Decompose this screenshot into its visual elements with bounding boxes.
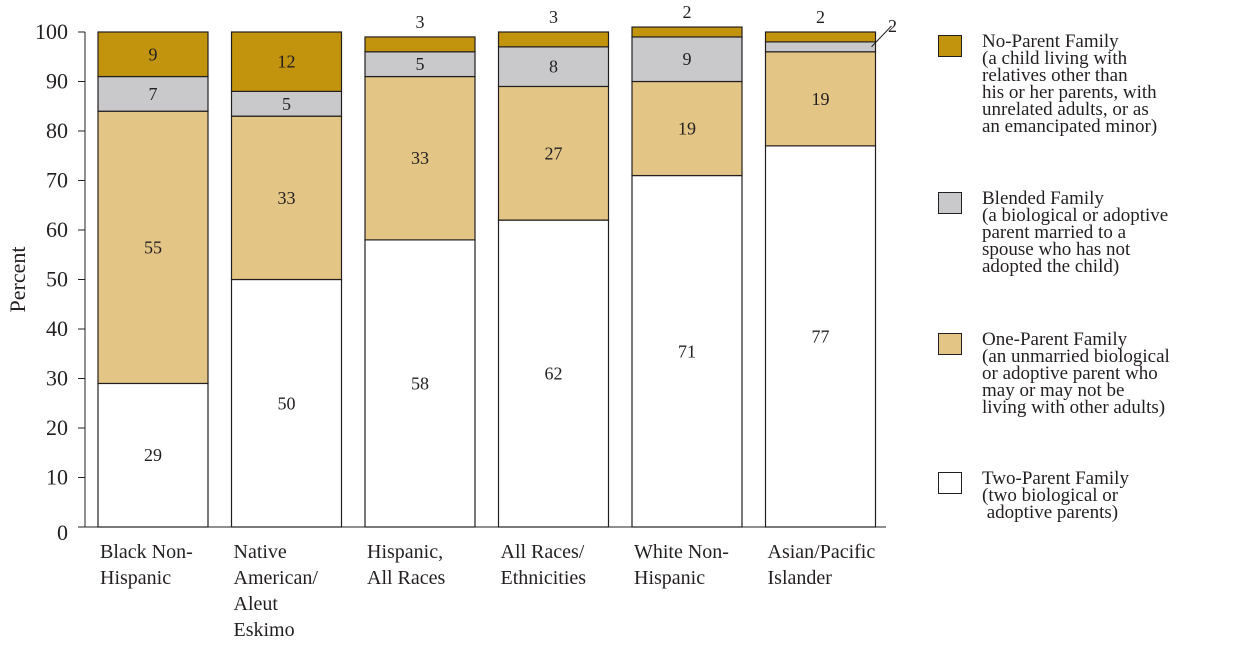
data-label: 19 bbox=[678, 119, 696, 139]
x-category-label: White Non-Hispanic bbox=[634, 541, 729, 589]
data-label: 33 bbox=[411, 148, 429, 168]
bar-segment-one-parent-family bbox=[230, 115, 343, 281]
bar-segment-two-parent-family bbox=[97, 382, 209, 528]
data-label: 3 bbox=[416, 12, 425, 32]
data-label: 27 bbox=[545, 143, 563, 163]
data-label: 9 bbox=[683, 49, 692, 69]
x-category-label: Native American/Aleut Eskimo bbox=[234, 541, 319, 641]
bar-segment-blended-family bbox=[230, 90, 343, 117]
data-label: 8 bbox=[549, 57, 558, 77]
data-label: 5 bbox=[416, 54, 425, 74]
bar-segment-blended-family bbox=[764, 41, 877, 53]
x-category-label: Black Non-Hispanic bbox=[100, 541, 193, 589]
y-tick-label: 90 bbox=[46, 69, 68, 94]
bar-segment-no-parent-family bbox=[764, 31, 877, 43]
data-label: 9 bbox=[149, 44, 158, 64]
y-tick-label: 70 bbox=[46, 168, 68, 193]
data-label: 3 bbox=[549, 7, 558, 27]
bar-segment-blended-family bbox=[497, 46, 610, 88]
data-label: 12 bbox=[278, 52, 296, 72]
bar-segment-two-parent-family bbox=[764, 145, 877, 528]
data-label: 29 bbox=[144, 445, 162, 465]
data-label: 2 bbox=[683, 2, 692, 22]
y-tick-label: 60 bbox=[46, 217, 68, 242]
y-tick-label: 30 bbox=[46, 366, 68, 391]
bar-segment-no-parent-family bbox=[364, 36, 476, 53]
data-label: 50 bbox=[278, 393, 296, 413]
bar-segment-no-parent-family bbox=[497, 31, 610, 48]
bar-segment-one-parent-family bbox=[631, 80, 743, 177]
bar-segment-no-parent-family bbox=[97, 31, 209, 78]
data-label: 19 bbox=[812, 89, 830, 109]
bar-segment-one-parent-family bbox=[497, 85, 610, 221]
data-label: 2 bbox=[816, 7, 825, 27]
y-tick-label: 0 bbox=[57, 520, 68, 545]
y-tick-label: 100 bbox=[35, 19, 68, 44]
bar-segment-blended-family bbox=[97, 75, 209, 112]
x-category-label: All Races/Ethnicities bbox=[501, 541, 587, 589]
data-label: 2 bbox=[888, 16, 897, 36]
x-category-label: Asian/Pacific Islander bbox=[768, 541, 876, 589]
data-label: 58 bbox=[411, 373, 429, 393]
bar-segment-one-parent-family bbox=[364, 75, 476, 241]
y-axis-title: Percent bbox=[5, 247, 30, 313]
y-tick-label: 10 bbox=[46, 465, 68, 490]
bar-segment-no-parent-family bbox=[230, 31, 343, 93]
y-tick-label: 80 bbox=[46, 118, 68, 143]
bar-segment-one-parent-family bbox=[97, 110, 209, 385]
data-label: 33 bbox=[278, 188, 296, 208]
bar-segment-two-parent-family bbox=[364, 239, 476, 528]
data-label: 77 bbox=[812, 326, 830, 346]
bar-segment-blended-family bbox=[631, 36, 743, 83]
bar-segment-two-parent-family bbox=[497, 219, 610, 528]
data-label-leader bbox=[871, 25, 892, 48]
y-tick-label: 40 bbox=[46, 316, 68, 341]
bar-segment-two-parent-family bbox=[230, 278, 343, 528]
data-label: 5 bbox=[282, 94, 291, 114]
x-category-label: Hispanic, All Races bbox=[367, 541, 446, 589]
data-label: 55 bbox=[144, 237, 162, 257]
bar-segment-no-parent-family bbox=[631, 26, 743, 38]
y-tick-label: 20 bbox=[46, 415, 68, 440]
y-tick-label: 50 bbox=[46, 267, 68, 292]
data-label: 71 bbox=[678, 341, 696, 361]
bar-segment-two-parent-family bbox=[631, 174, 743, 528]
data-label: 62 bbox=[545, 364, 563, 384]
data-label: 7 bbox=[149, 84, 158, 104]
